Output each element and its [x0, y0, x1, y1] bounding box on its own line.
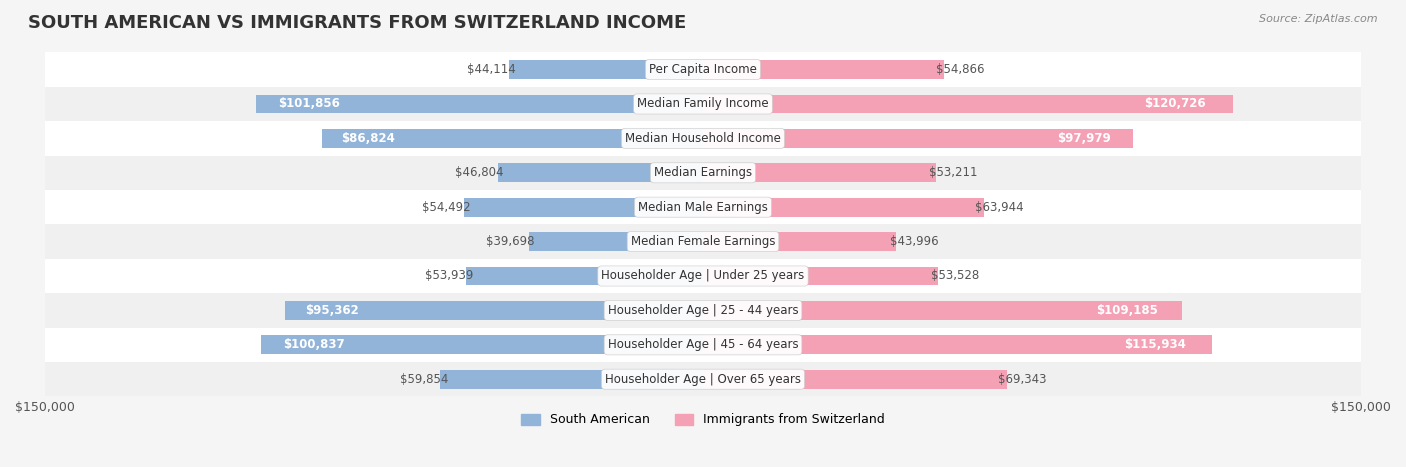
- Text: $95,362: $95,362: [305, 304, 360, 317]
- Text: $54,492: $54,492: [422, 201, 471, 214]
- Text: Householder Age | Under 25 years: Householder Age | Under 25 years: [602, 269, 804, 283]
- Text: Median Female Earnings: Median Female Earnings: [631, 235, 775, 248]
- Text: SOUTH AMERICAN VS IMMIGRANTS FROM SWITZERLAND INCOME: SOUTH AMERICAN VS IMMIGRANTS FROM SWITZE…: [28, 14, 686, 32]
- Text: $69,343: $69,343: [998, 373, 1046, 386]
- Bar: [45, 121, 1361, 156]
- Bar: [45, 259, 1361, 293]
- Bar: [45, 156, 1361, 190]
- Text: $86,824: $86,824: [342, 132, 395, 145]
- Text: $59,854: $59,854: [399, 373, 449, 386]
- Text: Householder Age | Over 65 years: Householder Age | Over 65 years: [605, 373, 801, 386]
- Text: $120,726: $120,726: [1144, 98, 1206, 111]
- Bar: [703, 232, 896, 251]
- Text: $63,944: $63,944: [976, 201, 1024, 214]
- Text: $115,934: $115,934: [1125, 338, 1187, 351]
- Text: $109,185: $109,185: [1097, 304, 1159, 317]
- Text: Per Capita Income: Per Capita Income: [650, 63, 756, 76]
- Bar: [45, 52, 1361, 87]
- Bar: [703, 129, 1133, 148]
- Bar: [464, 198, 703, 217]
- Bar: [284, 301, 703, 320]
- Bar: [703, 335, 1212, 354]
- Bar: [703, 198, 984, 217]
- Bar: [322, 129, 703, 148]
- Bar: [703, 267, 938, 285]
- Text: $97,979: $97,979: [1057, 132, 1111, 145]
- Text: $53,528: $53,528: [931, 269, 979, 283]
- Bar: [467, 267, 703, 285]
- Bar: [45, 293, 1361, 328]
- Bar: [45, 362, 1361, 396]
- Bar: [703, 94, 1233, 113]
- Text: $100,837: $100,837: [283, 338, 344, 351]
- Text: Median Earnings: Median Earnings: [654, 166, 752, 179]
- Bar: [529, 232, 703, 251]
- Text: Householder Age | 25 - 44 years: Householder Age | 25 - 44 years: [607, 304, 799, 317]
- Text: $39,698: $39,698: [485, 235, 534, 248]
- Bar: [45, 190, 1361, 224]
- Bar: [703, 60, 943, 79]
- Text: $101,856: $101,856: [278, 98, 340, 111]
- Text: Median Male Earnings: Median Male Earnings: [638, 201, 768, 214]
- Bar: [703, 370, 1007, 389]
- Text: Source: ZipAtlas.com: Source: ZipAtlas.com: [1260, 14, 1378, 24]
- Bar: [45, 328, 1361, 362]
- Bar: [509, 60, 703, 79]
- Bar: [703, 163, 936, 182]
- Bar: [440, 370, 703, 389]
- Text: $43,996: $43,996: [890, 235, 939, 248]
- Text: Median Family Income: Median Family Income: [637, 98, 769, 111]
- Text: Median Household Income: Median Household Income: [626, 132, 780, 145]
- Text: $53,211: $53,211: [929, 166, 979, 179]
- Text: $44,114: $44,114: [467, 63, 515, 76]
- Text: $54,866: $54,866: [936, 63, 986, 76]
- Text: Householder Age | 45 - 64 years: Householder Age | 45 - 64 years: [607, 338, 799, 351]
- Bar: [703, 301, 1182, 320]
- Legend: South American, Immigrants from Switzerland: South American, Immigrants from Switzerl…: [516, 409, 890, 432]
- Text: $46,804: $46,804: [456, 166, 503, 179]
- Bar: [256, 94, 703, 113]
- Bar: [45, 87, 1361, 121]
- Bar: [260, 335, 703, 354]
- Bar: [45, 224, 1361, 259]
- Bar: [498, 163, 703, 182]
- Text: $53,939: $53,939: [425, 269, 474, 283]
